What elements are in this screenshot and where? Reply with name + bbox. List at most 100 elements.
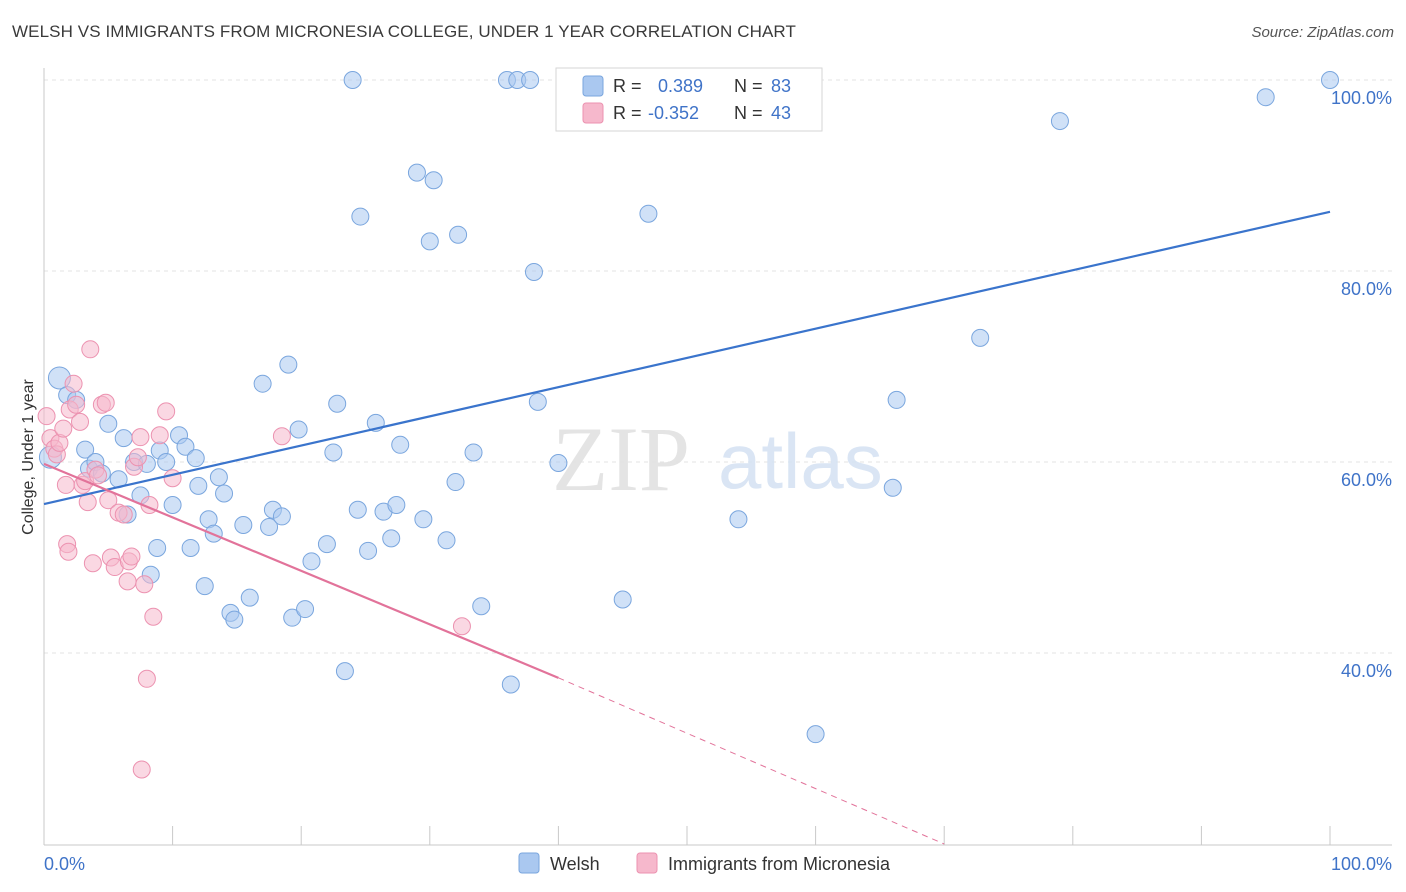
welsh-point-69 bbox=[524, 262, 543, 281]
micronesia-point-8 bbox=[59, 542, 78, 561]
welsh-point-59 bbox=[424, 171, 443, 190]
y-tick-label-60: 60.0% bbox=[1341, 470, 1392, 490]
legend-micronesia-swatch bbox=[636, 852, 658, 874]
legend-micronesia-label: Immigrants from Micronesia bbox=[668, 854, 891, 874]
welsh-point-78 bbox=[887, 390, 906, 409]
watermark-zip: ZIP bbox=[552, 408, 690, 510]
micronesia-trend-line bbox=[43, 462, 559, 679]
micronesia-point-6 bbox=[56, 475, 75, 494]
welsh-point-61 bbox=[446, 473, 465, 492]
chart-title: WELSH VS IMMIGRANTS FROM MICRONESIA COLL… bbox=[12, 22, 796, 41]
welsh-point-35 bbox=[260, 517, 279, 536]
stats-legend-micro-r-value: -0.352 bbox=[648, 103, 699, 123]
welsh-point-68 bbox=[521, 71, 540, 89]
welsh-point-4 bbox=[76, 440, 95, 459]
welsh-point-77 bbox=[883, 478, 902, 497]
welsh-point-64 bbox=[472, 597, 491, 616]
stats-legend-welsh-swatch bbox=[582, 75, 604, 97]
welsh-point-22 bbox=[181, 538, 200, 557]
welsh-point-19 bbox=[163, 495, 182, 514]
welsh-point-74 bbox=[639, 204, 658, 223]
welsh-point-29 bbox=[215, 484, 234, 503]
stats-legend-micro-n-label: N = bbox=[734, 103, 763, 123]
welsh-trend-line bbox=[43, 210, 1331, 506]
welsh-point-43 bbox=[317, 535, 336, 554]
welsh-point-79 bbox=[971, 328, 990, 347]
y-tick-label-100: 100.0% bbox=[1331, 88, 1392, 108]
stats-legend-welsh-r-value: 0.389 bbox=[658, 76, 703, 96]
x-axis-ticks bbox=[43, 826, 1331, 845]
micronesia-point-32 bbox=[131, 428, 150, 447]
stats-legend-welsh-n-value: 83 bbox=[771, 76, 791, 96]
stats-legend-micro-n-value: 43 bbox=[771, 103, 791, 123]
welsh-point-41 bbox=[296, 600, 315, 619]
welsh-point-37 bbox=[272, 507, 291, 526]
grid-lines bbox=[44, 79, 1392, 654]
welsh-point-46 bbox=[335, 662, 354, 681]
legend-welsh-label: Welsh bbox=[550, 854, 600, 874]
micronesia-point-31 bbox=[128, 448, 147, 467]
welsh-point-55 bbox=[391, 435, 410, 454]
micronesia-point-35 bbox=[137, 669, 156, 688]
chart-source: Source: ZipAtlas.com bbox=[1251, 24, 1394, 41]
welsh-point-38 bbox=[279, 355, 298, 374]
welsh-point-66 bbox=[501, 675, 520, 694]
micronesia-point-10 bbox=[64, 374, 83, 393]
welsh-point-81 bbox=[1256, 88, 1275, 107]
micronesia-point-38 bbox=[150, 426, 169, 445]
y-tick-label-80: 80.0% bbox=[1341, 279, 1392, 299]
micronesia-point-33 bbox=[132, 760, 151, 779]
welsh-point-45 bbox=[328, 394, 347, 413]
welsh-point-58 bbox=[420, 232, 439, 251]
welsh-point-53 bbox=[382, 529, 401, 548]
welsh-point-10 bbox=[114, 429, 133, 448]
micronesia-point-39 bbox=[157, 402, 176, 421]
micronesia-points bbox=[37, 340, 471, 779]
welsh-point-31 bbox=[225, 610, 244, 629]
welsh-point-63 bbox=[464, 443, 483, 462]
welsh-point-60 bbox=[437, 531, 456, 550]
micronesia-point-12 bbox=[71, 412, 90, 431]
welsh-point-70 bbox=[528, 392, 547, 411]
welsh-point-75 bbox=[729, 510, 748, 529]
micronesia-point-26 bbox=[114, 505, 133, 524]
welsh-point-57 bbox=[414, 510, 433, 529]
stats-legend-welsh-n-label: N = bbox=[734, 76, 763, 96]
micronesia-point-17 bbox=[83, 554, 102, 573]
watermark: ZIP atlas bbox=[552, 408, 883, 510]
watermark-atlas: atlas bbox=[718, 417, 883, 505]
y-axis-label: College, Under 1 year bbox=[20, 379, 37, 535]
welsh-point-54 bbox=[387, 495, 406, 514]
welsh-point-40 bbox=[289, 420, 308, 439]
welsh-point-76 bbox=[806, 725, 825, 744]
welsh-points bbox=[38, 71, 1339, 744]
micronesia-trend-extension bbox=[558, 677, 945, 845]
welsh-point-18 bbox=[157, 453, 176, 471]
welsh-point-23 bbox=[186, 449, 205, 468]
welsh-point-33 bbox=[240, 588, 259, 607]
micronesia-point-34 bbox=[135, 575, 154, 594]
welsh-point-73 bbox=[613, 590, 632, 609]
trend-lines bbox=[43, 210, 1331, 845]
stats-legend-welsh-r-label: R = bbox=[613, 76, 642, 96]
welsh-point-49 bbox=[351, 207, 370, 226]
welsh-point-42 bbox=[302, 552, 321, 571]
welsh-point-44 bbox=[324, 443, 343, 462]
welsh-point-71 bbox=[549, 453, 568, 472]
welsh-point-56 bbox=[407, 163, 426, 182]
micronesia-point-41 bbox=[272, 427, 291, 446]
welsh-point-32 bbox=[234, 516, 253, 535]
welsh-point-8 bbox=[99, 414, 118, 433]
micronesia-point-37 bbox=[144, 607, 163, 626]
micronesia-point-40 bbox=[163, 469, 182, 488]
welsh-point-24 bbox=[189, 476, 208, 495]
series-legend: Welsh Immigrants from Micronesia bbox=[518, 852, 891, 874]
welsh-point-28 bbox=[209, 468, 228, 487]
micronesia-point-21 bbox=[96, 393, 115, 412]
micronesia-point-42 bbox=[452, 617, 471, 636]
welsh-point-80 bbox=[1050, 112, 1069, 131]
welsh-point-16 bbox=[148, 538, 167, 557]
micronesia-point-0 bbox=[37, 407, 56, 426]
x-tick-label-100: 100.0% bbox=[1331, 854, 1392, 874]
